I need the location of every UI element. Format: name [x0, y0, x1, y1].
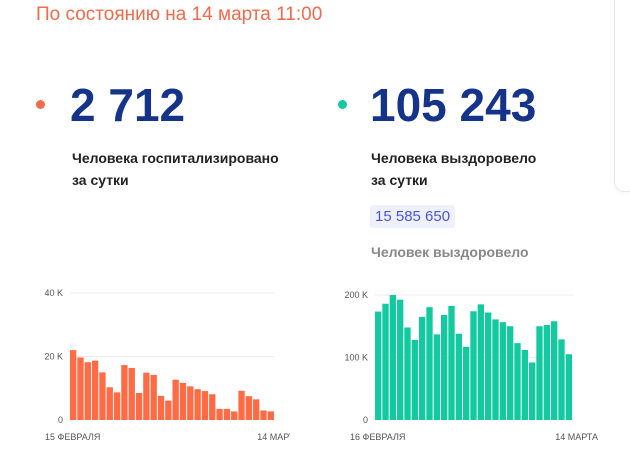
bar	[157, 395, 165, 420]
bar	[433, 334, 440, 420]
bar	[165, 400, 172, 420]
bar	[419, 316, 426, 420]
bar	[536, 326, 543, 420]
bar	[375, 311, 382, 420]
recovered-dot-icon	[338, 100, 347, 109]
bar	[404, 327, 411, 420]
bar	[128, 367, 135, 420]
bar	[70, 350, 77, 420]
bar	[77, 357, 84, 420]
bar	[499, 322, 506, 420]
bar	[223, 408, 231, 420]
y-tick-label: 200 K	[344, 290, 368, 300]
y-tick-label: 0	[363, 415, 368, 425]
bar	[455, 333, 462, 420]
bar	[238, 390, 245, 420]
bar	[485, 312, 492, 420]
bar	[543, 325, 550, 420]
bar	[135, 393, 143, 420]
bar	[245, 396, 253, 420]
x-end-label: 14 МАРТА	[257, 432, 290, 442]
bar	[558, 339, 565, 420]
y-tick-label: 0	[58, 415, 63, 425]
bar	[397, 299, 404, 420]
status-date: По состоянию на 14 марта 11:00	[36, 4, 323, 25]
bar	[231, 411, 238, 420]
bar	[389, 295, 396, 420]
hospitalized-chart: 0 20 K 40 K 15 ФЕВРАЛЯ 14 МАРТА	[44, 288, 290, 442]
recovered-label: Человека выздоровело за сутки	[371, 150, 537, 188]
bar	[209, 394, 216, 420]
hospitalized-label: Человека госпитализировано за сутки	[72, 150, 279, 188]
bar	[121, 365, 128, 420]
side-card	[614, 0, 630, 192]
hospitalized-dot-icon	[36, 100, 45, 109]
bar	[507, 326, 514, 420]
bar	[514, 343, 521, 420]
bar	[426, 307, 433, 420]
bar	[448, 305, 455, 420]
recovered-value: 105 243	[370, 79, 537, 131]
bar	[84, 362, 91, 420]
bar	[470, 311, 477, 420]
bar	[260, 410, 267, 420]
recovered-total: 15 585 650	[370, 205, 456, 228]
bar	[411, 340, 418, 420]
bar	[113, 392, 121, 420]
bar	[99, 372, 106, 420]
bar	[143, 372, 150, 420]
bar	[91, 360, 99, 420]
bar	[529, 362, 536, 420]
x-start-label: 16 ФЕВРАЛЯ	[350, 432, 405, 442]
bar	[187, 386, 194, 420]
bar	[194, 389, 201, 420]
bar	[492, 319, 499, 420]
y-tick-label: 20 K	[44, 352, 63, 362]
bar	[150, 374, 157, 420]
bar	[106, 387, 113, 420]
bar	[172, 379, 179, 420]
bar	[267, 411, 274, 420]
bar	[521, 350, 528, 420]
bar	[463, 346, 470, 420]
bar	[565, 354, 572, 420]
bar	[551, 321, 558, 420]
recovered-chart: 0 100 K 200 K 16 ФЕВРАЛЯ 14 МАРТА	[344, 290, 598, 442]
recovered-total-label: Человек выздоровело	[371, 244, 529, 260]
y-tick-label: 100 K	[344, 353, 368, 363]
bar	[201, 391, 209, 420]
bar	[179, 382, 187, 420]
bar	[253, 399, 260, 420]
hospitalized-value: 2 712	[70, 79, 186, 131]
bar	[441, 315, 448, 420]
x-end-label: 14 МАРТА	[555, 432, 598, 442]
bar	[216, 408, 223, 420]
bar	[477, 304, 484, 420]
x-start-label: 15 ФЕВРАЛЯ	[45, 432, 100, 442]
y-tick-label: 40 K	[44, 288, 63, 298]
bar	[382, 303, 389, 420]
